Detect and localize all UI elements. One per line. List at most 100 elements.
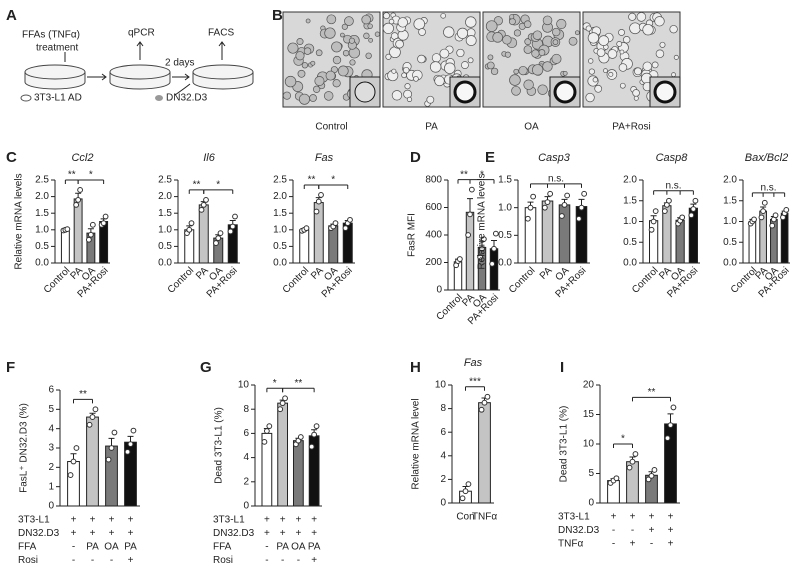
bar [198, 204, 209, 264]
y-tick-label: 8 [440, 403, 446, 414]
cell [295, 51, 305, 61]
significance-label: n.s. [548, 173, 564, 184]
cell [568, 36, 578, 46]
cell [619, 49, 625, 55]
cell [518, 65, 528, 76]
chart-title: Bax/Bcl2 [745, 152, 788, 164]
y-tick-label: 2.5 [273, 175, 287, 186]
y-tick-label: 600 [425, 202, 442, 213]
error-bar [467, 198, 473, 213]
cell [596, 48, 606, 57]
condition-label: DN32.D3 [213, 528, 255, 539]
data-point [266, 423, 273, 430]
y-tick-label: 10 [435, 380, 447, 391]
y-axis-label: FasR MFI [407, 213, 418, 257]
significance-label: n.s. [760, 182, 776, 193]
condition-mark: - [72, 542, 75, 553]
cell [508, 18, 516, 26]
cell [406, 96, 413, 102]
data-point [465, 232, 472, 238]
cell [287, 42, 299, 54]
dish [24, 64, 86, 80]
data-point [772, 212, 779, 219]
significance-bracket [465, 386, 485, 391]
bar [67, 461, 80, 507]
condition-label: Rosi [18, 555, 38, 566]
condition-mark: - [72, 555, 75, 566]
cell-icon [155, 95, 163, 101]
cell [629, 22, 641, 35]
data-point [547, 190, 554, 197]
y-tick-label: 0.0 [158, 258, 172, 269]
cell [391, 90, 403, 101]
y-tick-label: 4 [243, 452, 249, 463]
cell [296, 38, 304, 46]
condition-mark: + [668, 525, 674, 536]
y-tick-label: 0.0 [273, 258, 287, 269]
data-point [188, 220, 195, 227]
data-point [86, 421, 93, 428]
data-point [261, 438, 268, 445]
y-tick-label: 2.0 [723, 175, 737, 186]
y-tick-label: 2.0 [273, 191, 287, 202]
x-tick-label: TNFα [472, 512, 497, 523]
cell [552, 39, 559, 45]
bar [575, 206, 588, 264]
cell [492, 32, 503, 43]
significance-bracket [632, 396, 671, 402]
data-point [679, 214, 686, 221]
data-point [100, 220, 107, 227]
data-point [651, 467, 658, 473]
panel-letter: D [410, 149, 421, 166]
y-tick-label: 2.0 [623, 175, 637, 186]
cell [443, 26, 455, 38]
y-tick-label: 1.0 [158, 224, 172, 235]
cell [537, 84, 548, 95]
cell [585, 92, 595, 103]
data-point [198, 206, 205, 213]
panel-letter: B [272, 7, 283, 24]
condition-mark: + [71, 528, 77, 539]
condition-mark: - [612, 539, 615, 550]
cell [513, 29, 522, 37]
cell [397, 17, 408, 28]
y-axis-label: Relative mRNA levels [477, 173, 488, 269]
significance-label: * [273, 378, 277, 389]
data-point [650, 218, 657, 225]
cell [532, 30, 543, 40]
y-tick-label: 1.5 [623, 195, 637, 206]
significance-label: ** [193, 180, 201, 191]
data-point [313, 208, 320, 215]
y-tick-label: 2.5 [158, 175, 172, 186]
y-tick-label: 6 [48, 385, 54, 396]
y-tick-label: 4 [440, 450, 446, 461]
data-point [613, 475, 620, 482]
bar [662, 205, 672, 264]
cell [413, 18, 426, 30]
cell [325, 70, 336, 81]
data-point [303, 225, 310, 232]
data-point [530, 193, 537, 200]
chart-title: Il6 [203, 152, 216, 164]
data-point [783, 206, 790, 213]
cell [654, 16, 665, 27]
error-bar [108, 437, 115, 447]
cell [511, 85, 521, 96]
micrograph-label: PA [425, 122, 438, 133]
data-point [73, 445, 80, 451]
condition-mark: + [311, 528, 317, 539]
x-tick-label: Control [281, 265, 312, 296]
condition-mark: PA [276, 542, 289, 553]
inset-cell [653, 80, 677, 104]
data-point [213, 240, 219, 246]
data-point [124, 448, 131, 455]
y-tick-label: 8 [243, 404, 249, 415]
significance-label: * [480, 169, 484, 180]
condition-mark: + [128, 528, 134, 539]
y-tick-label: 20 [583, 380, 595, 391]
cell [588, 58, 594, 64]
data-point [751, 216, 757, 223]
cell [456, 48, 465, 58]
data-point [75, 197, 82, 203]
significance-bracket [77, 179, 105, 184]
